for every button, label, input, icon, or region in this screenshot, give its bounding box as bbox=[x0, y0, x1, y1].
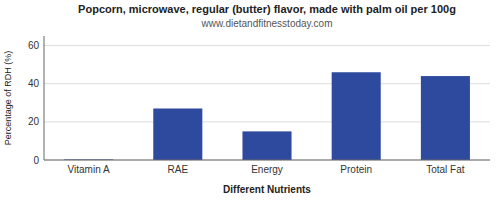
x-tick-label: Energy bbox=[251, 164, 283, 175]
grid-line bbox=[44, 160, 490, 161]
grid-line bbox=[44, 45, 490, 46]
x-axis-line bbox=[44, 160, 490, 161]
x-tick-label: Protein bbox=[340, 164, 372, 175]
y-tick-label: 60 bbox=[28, 40, 40, 51]
title: Popcorn, microwave, regular (butter) fla… bbox=[78, 3, 456, 15]
bar bbox=[242, 131, 291, 160]
chart-container: Popcorn, microwave, regular (butter) fla… bbox=[0, 0, 500, 200]
y-tick-label: 40 bbox=[28, 78, 40, 89]
y-tick-label: 0 bbox=[33, 155, 39, 166]
bar bbox=[332, 72, 381, 160]
chart-svg: Popcorn, microwave, regular (butter) fla… bbox=[0, 0, 500, 200]
bars bbox=[64, 72, 470, 160]
bar bbox=[153, 108, 202, 160]
x-tick-label: RAE bbox=[168, 164, 189, 175]
x-tick-label: Total Fat bbox=[426, 164, 465, 175]
subtitle: www.dietandfitnesstoday.com bbox=[201, 18, 333, 29]
y-tick-label: 20 bbox=[28, 116, 40, 127]
grid bbox=[44, 46, 490, 160]
x-tick-label: Vitamin A bbox=[68, 164, 110, 175]
bar bbox=[421, 76, 470, 160]
x-axis-label: Different Nutrients bbox=[223, 184, 311, 195]
y-axis-line bbox=[44, 36, 45, 160]
y-axis-label: Percentage of RDH (%) bbox=[3, 51, 13, 146]
